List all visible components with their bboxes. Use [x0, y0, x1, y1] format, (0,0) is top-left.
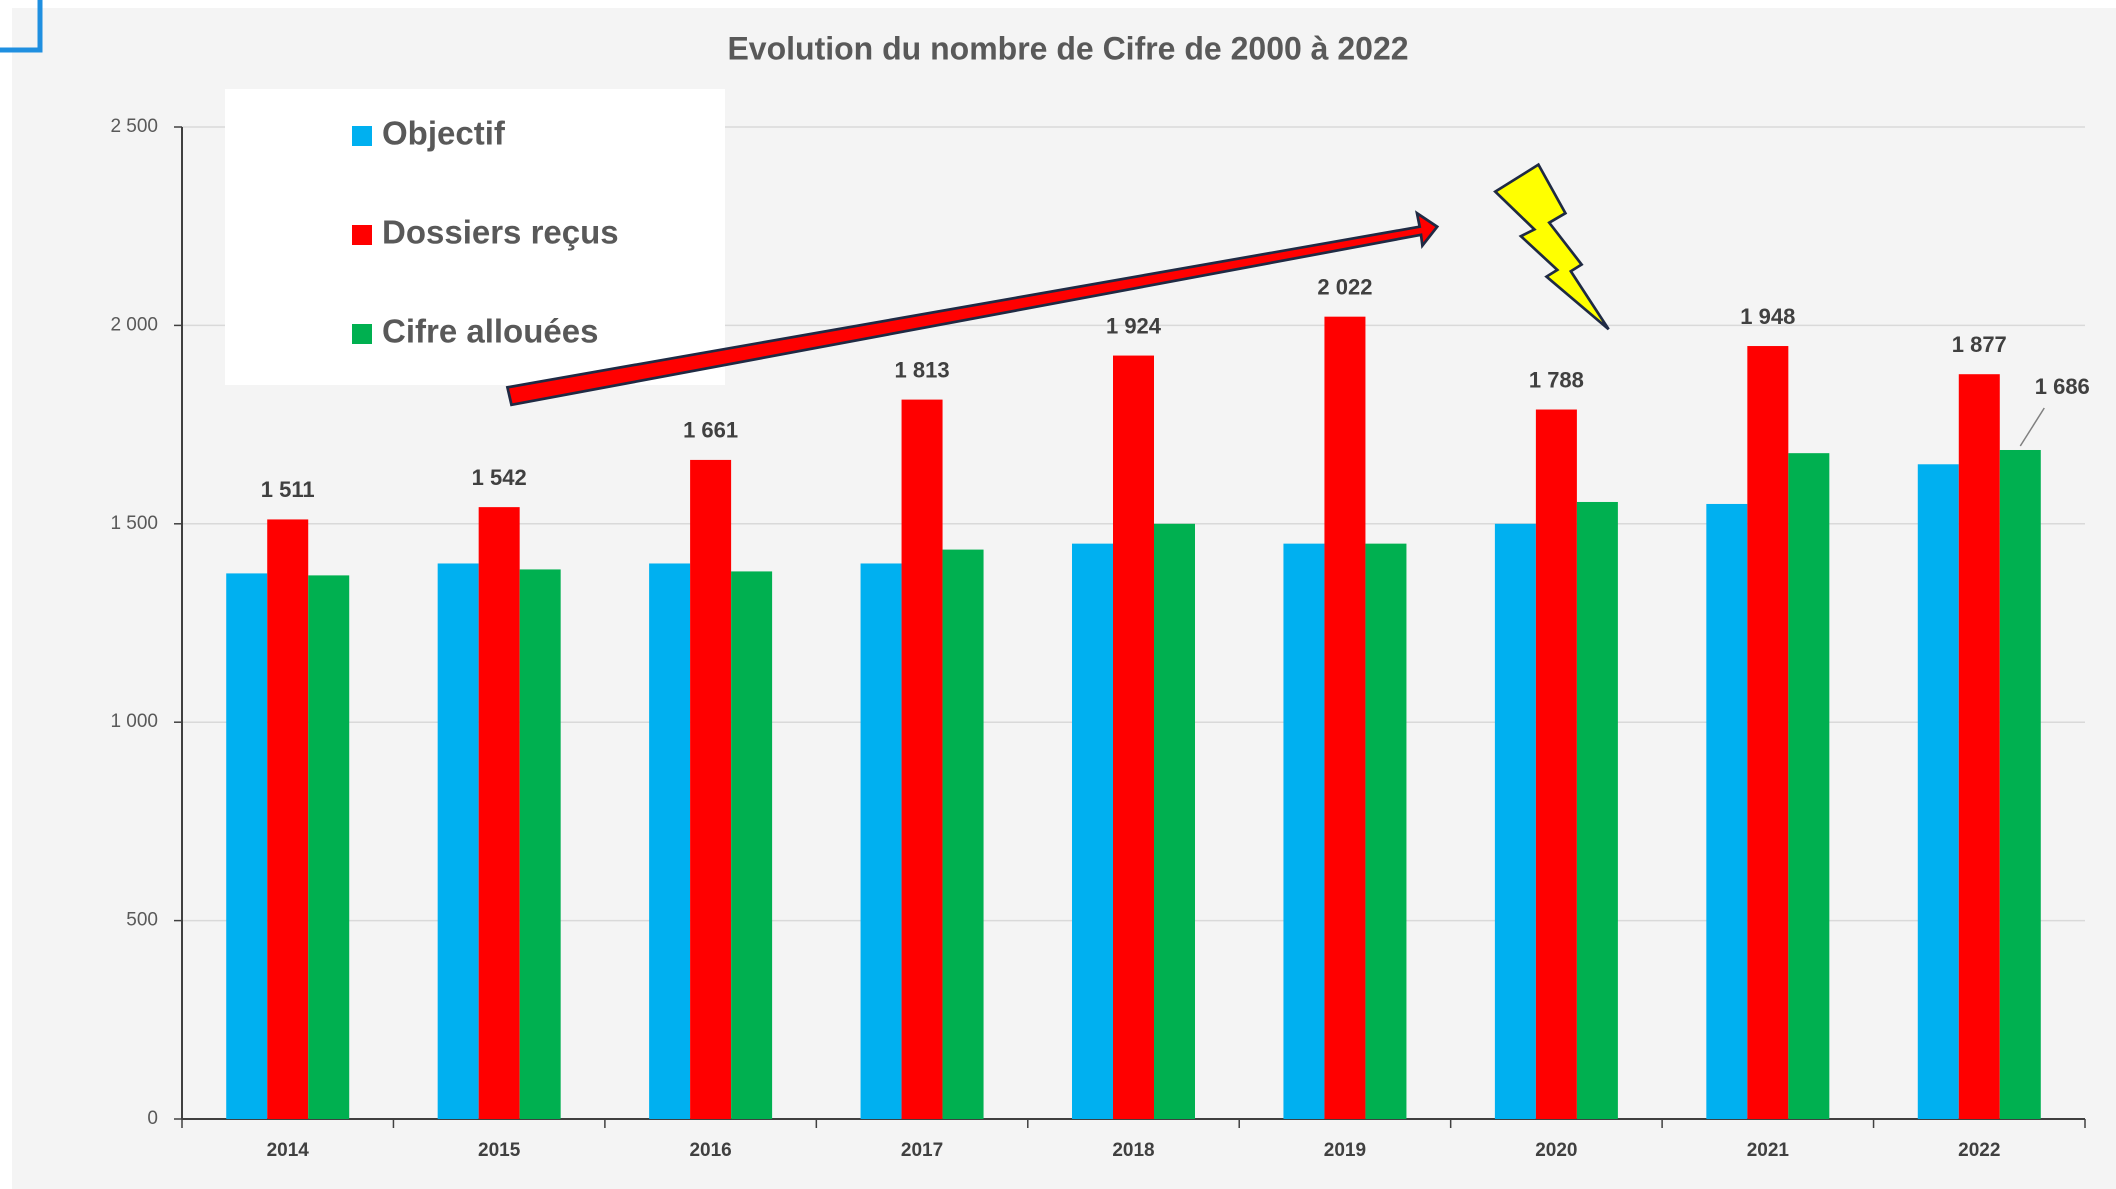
data-label: 1 948: [1740, 304, 1795, 329]
data-label: 1 511: [261, 477, 315, 502]
bar: [649, 563, 691, 1119]
bar: [1113, 355, 1154, 1120]
bar: [1365, 543, 1407, 1119]
bar: [1958, 374, 2000, 1119]
bar: [1917, 464, 1959, 1119]
bar: [267, 519, 309, 1119]
bar: [860, 563, 902, 1119]
bar: [690, 459, 732, 1120]
bar: [1072, 543, 1113, 1119]
bar: [731, 571, 773, 1119]
bar: [437, 563, 479, 1119]
bar: [519, 569, 561, 1119]
x-tick-label: 2016: [689, 1140, 731, 1161]
lightning-bolt: [1493, 162, 1610, 331]
legend-box: [225, 89, 725, 385]
bar: [1706, 503, 1748, 1120]
y-tick-label: 2 500: [110, 116, 158, 137]
legend-swatch: [352, 324, 372, 344]
x-tick-label: 2020: [1535, 1140, 1577, 1161]
data-label: 2 022: [1317, 274, 1372, 299]
bar: [308, 575, 350, 1119]
bars: [226, 316, 2041, 1120]
x-tick-label: 2019: [1324, 1140, 1366, 1161]
data-label: 1 924: [1106, 313, 1162, 338]
data-label: 1 661: [683, 418, 738, 443]
bar: [1154, 523, 1195, 1119]
bar: [1576, 501, 1618, 1119]
legend-swatch: [352, 225, 372, 245]
annotations: [505, 162, 1610, 407]
bar: [478, 507, 520, 1119]
x-tick-label: 2021: [1747, 1140, 1790, 1161]
data-label: 1 686: [2035, 374, 2090, 399]
x-tick-label: 2022: [1958, 1140, 2000, 1161]
bar: [226, 573, 268, 1119]
data-label: 1 788: [1529, 367, 1584, 392]
y-tick-label: 2 000: [110, 314, 158, 335]
bar: [1999, 449, 2041, 1119]
y-tick-label: 500: [126, 910, 158, 931]
trend-arrow: [505, 210, 1440, 407]
x-tick-label: 2014: [267, 1140, 310, 1161]
x-tick-label: 2018: [1112, 1140, 1154, 1161]
legend-label: Objectif: [382, 115, 506, 152]
data-label: 1 877: [1952, 332, 2007, 357]
bar: [1788, 453, 1830, 1120]
y-tick-label: 1 000: [110, 711, 158, 732]
chart-title: Evolution du nombre de Cifre de 2000 à 2…: [727, 30, 1408, 66]
label-leader: [2019, 407, 2045, 447]
bar: [942, 549, 984, 1119]
bar: [1324, 316, 1366, 1119]
bar: [1747, 346, 1789, 1120]
legend-label: Dossiers reçus: [382, 214, 619, 251]
data-label: 1 542: [472, 465, 527, 490]
bar: [901, 399, 943, 1120]
y-tick-label: 0: [147, 1108, 158, 1129]
bar: [1283, 543, 1325, 1119]
data-label: 1 813: [895, 357, 950, 382]
x-tick-label: 2015: [478, 1140, 521, 1161]
legend-label: Cifre allouées: [382, 313, 598, 350]
bar: [1494, 523, 1536, 1119]
corner-mark: [0, 0, 43, 53]
legend-swatch: [352, 126, 372, 146]
x-tick-label: 2017: [901, 1140, 943, 1161]
bar: [1535, 409, 1577, 1119]
y-tick-label: 1 500: [110, 513, 158, 534]
